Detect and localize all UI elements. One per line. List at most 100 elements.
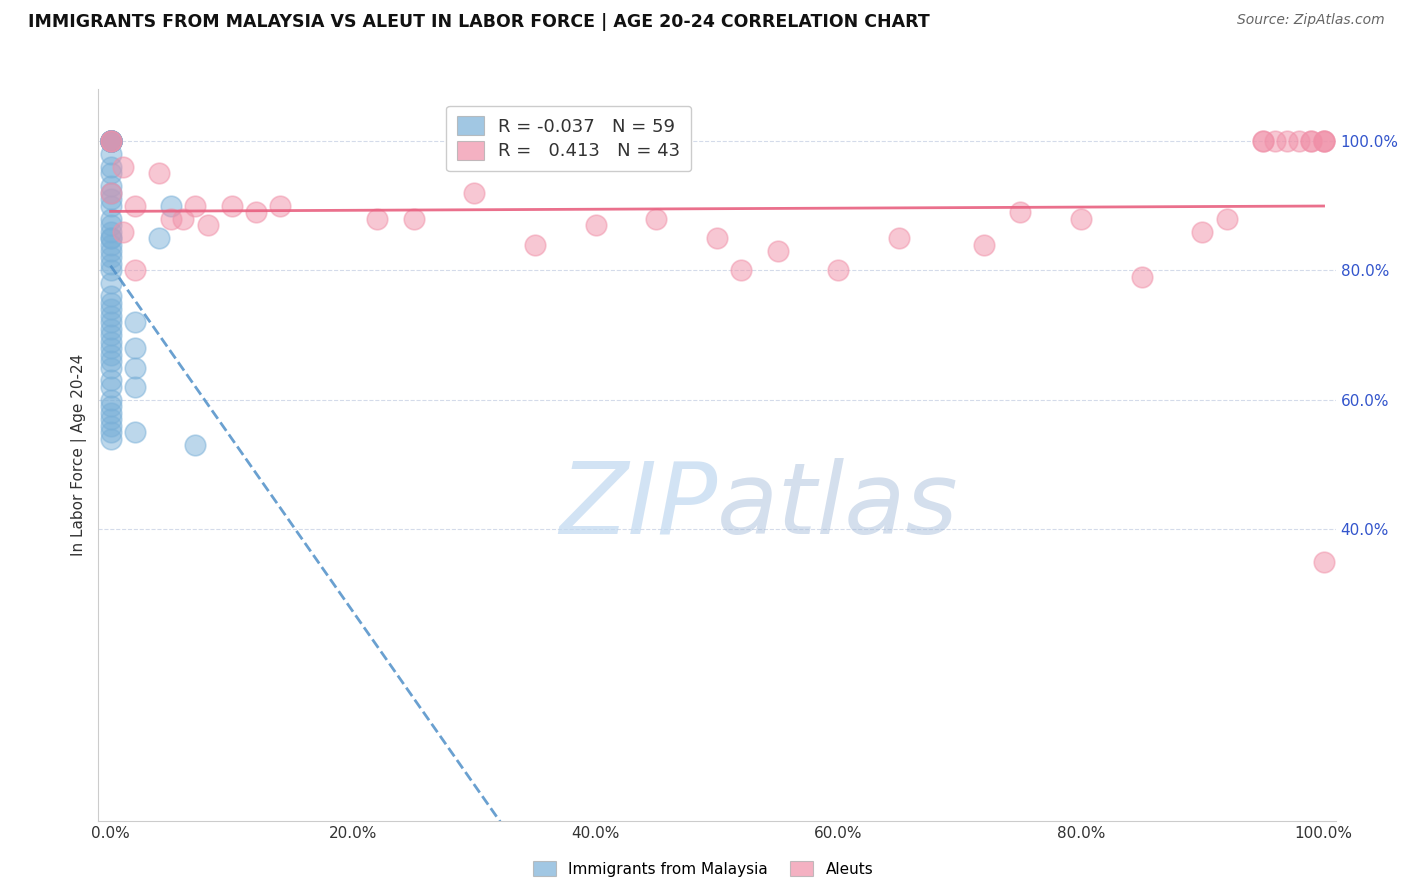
Point <box>184 438 207 452</box>
Point <box>100 134 122 148</box>
Point <box>1312 134 1334 148</box>
Point <box>100 231 122 245</box>
Point <box>100 192 122 206</box>
Point <box>100 231 122 245</box>
Point <box>1130 269 1153 284</box>
Point <box>100 179 122 194</box>
Point <box>111 160 134 174</box>
Point <box>1191 225 1213 239</box>
Point <box>100 400 122 414</box>
Point <box>172 211 194 226</box>
Point <box>887 231 910 245</box>
Point <box>100 134 122 148</box>
Point <box>100 315 122 329</box>
Point <box>100 134 122 148</box>
Point <box>463 186 485 200</box>
Text: ZIP: ZIP <box>558 458 717 555</box>
Point <box>124 341 146 355</box>
Point <box>100 134 122 148</box>
Point <box>148 231 170 245</box>
Point <box>100 134 122 148</box>
Point <box>100 263 122 277</box>
Point <box>100 134 122 148</box>
Point <box>1070 211 1092 226</box>
Point <box>100 134 122 148</box>
Text: Source: ZipAtlas.com: Source: ZipAtlas.com <box>1237 13 1385 28</box>
Point <box>184 199 207 213</box>
Point <box>100 321 122 335</box>
Point <box>100 218 122 232</box>
Point <box>100 186 122 200</box>
Point <box>100 134 122 148</box>
Point <box>100 289 122 303</box>
Point <box>124 315 146 329</box>
Point <box>1288 134 1310 148</box>
Point <box>100 341 122 355</box>
Point <box>160 199 183 213</box>
Legend: Immigrants from Malaysia, Aleuts: Immigrants from Malaysia, Aleuts <box>524 854 882 884</box>
Point <box>100 354 122 368</box>
Point <box>100 134 122 148</box>
Point <box>100 251 122 265</box>
Point <box>100 134 122 148</box>
Point <box>245 205 267 219</box>
Point <box>100 244 122 258</box>
Point <box>706 231 728 245</box>
Point <box>100 211 122 226</box>
Point <box>1264 134 1286 148</box>
Point <box>827 263 849 277</box>
Point <box>100 302 122 317</box>
Point <box>100 418 122 433</box>
Point <box>100 237 122 252</box>
Point <box>1251 134 1274 148</box>
Point <box>100 374 122 388</box>
Point <box>100 277 122 291</box>
Text: atlas: atlas <box>717 458 959 555</box>
Point <box>645 211 668 226</box>
Point <box>973 237 995 252</box>
Point <box>1312 134 1334 148</box>
Point <box>100 160 122 174</box>
Point <box>148 166 170 180</box>
Legend: R = -0.037   N = 59, R =   0.413   N = 43: R = -0.037 N = 59, R = 0.413 N = 43 <box>446 105 692 171</box>
Point <box>766 244 789 258</box>
Point <box>100 147 122 161</box>
Point <box>100 432 122 446</box>
Point <box>111 225 134 239</box>
Point <box>1010 205 1032 219</box>
Point <box>730 263 752 277</box>
Point <box>221 199 243 213</box>
Point <box>100 309 122 323</box>
Point <box>1251 134 1274 148</box>
Point <box>100 360 122 375</box>
Point <box>1215 211 1237 226</box>
Point <box>402 211 425 226</box>
Point <box>100 186 122 200</box>
Point <box>100 334 122 349</box>
Point <box>100 225 122 239</box>
Point <box>1301 134 1323 148</box>
Point <box>124 380 146 394</box>
Point <box>124 199 146 213</box>
Point <box>100 257 122 271</box>
Point <box>100 392 122 407</box>
Point <box>100 328 122 343</box>
Point <box>100 412 122 426</box>
Point <box>1275 134 1298 148</box>
Point <box>100 380 122 394</box>
Point <box>100 134 122 148</box>
Point <box>160 211 183 226</box>
Point <box>366 211 388 226</box>
Point <box>197 218 219 232</box>
Point <box>100 348 122 362</box>
Point <box>100 166 122 180</box>
Point <box>1301 134 1323 148</box>
Point <box>100 295 122 310</box>
Point <box>100 199 122 213</box>
Point <box>124 263 146 277</box>
Point <box>269 199 291 213</box>
Y-axis label: In Labor Force | Age 20-24: In Labor Force | Age 20-24 <box>72 354 87 556</box>
Point <box>1312 555 1334 569</box>
Point <box>1312 134 1334 148</box>
Point <box>100 406 122 420</box>
